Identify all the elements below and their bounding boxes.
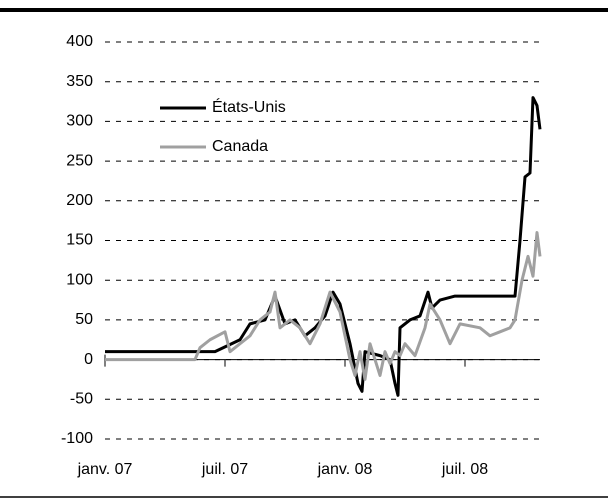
series-line	[105, 96, 542, 397]
y-tick-label: 100	[66, 271, 93, 288]
y-tick-label: -100	[61, 430, 93, 447]
y-tick-label: 250	[66, 152, 93, 169]
x-tick-label: juil. 07	[201, 461, 248, 478]
y-tick-label: 150	[66, 232, 93, 249]
y-tick-label: 300	[66, 113, 93, 130]
x-tick-label: juil. 08	[441, 461, 488, 478]
series-line	[105, 231, 542, 381]
legend-label: Canada	[212, 138, 268, 155]
y-tick-label: 350	[66, 73, 93, 90]
x-tick-label: janv. 08	[317, 461, 373, 478]
y-tick-label: 200	[66, 192, 93, 209]
y-tick-label: -50	[70, 391, 93, 408]
x-tick-label: janv. 07	[77, 461, 133, 478]
y-tick-label: 0	[84, 351, 93, 368]
y-tick-label: 50	[75, 311, 93, 328]
legend-label: États-Unis	[212, 97, 286, 116]
y-tick-label: 400	[66, 33, 93, 50]
